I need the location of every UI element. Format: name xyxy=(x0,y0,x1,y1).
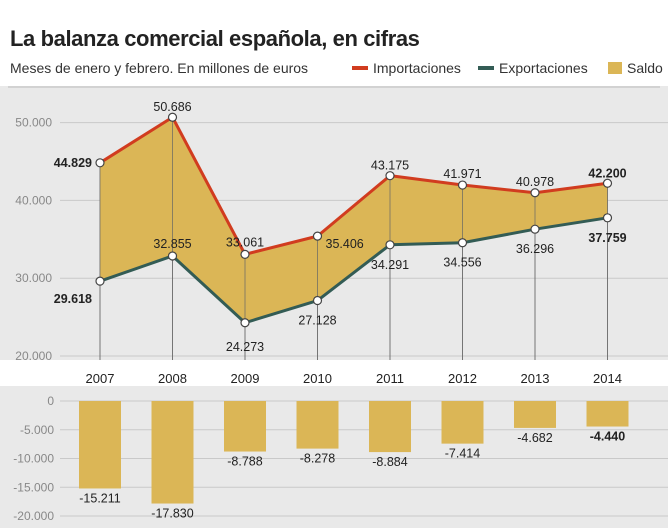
point-exportaciones xyxy=(385,240,395,250)
bar-data-label: -4.682 xyxy=(517,431,552,445)
x-category-label: 2011 xyxy=(376,371,404,386)
saldo-bar xyxy=(514,401,556,428)
point-importaciones xyxy=(240,249,250,259)
point-exportaciones xyxy=(167,251,178,261)
point-exportaciones xyxy=(95,276,105,286)
data-label-exportaciones: 37.759 xyxy=(588,231,626,245)
saldo-bar xyxy=(151,401,194,504)
data-label-importaciones: 33.061 xyxy=(226,235,264,249)
data-label-importaciones: 42.200 xyxy=(588,166,626,180)
bar-ytick-label: -15.000 xyxy=(13,480,54,494)
bar-data-label: -8.788 xyxy=(227,455,262,469)
saldo-bar xyxy=(369,401,411,453)
data-label-importaciones: 41.971 xyxy=(443,167,481,181)
bar-data-label: -17.830 xyxy=(151,507,193,521)
point-exportaciones xyxy=(530,224,540,234)
point-importaciones xyxy=(457,180,468,190)
line-ytick-label: 20.000 xyxy=(15,349,52,363)
x-category-label: 2007 xyxy=(86,371,115,386)
saldo-bar xyxy=(441,401,484,444)
saldo-area xyxy=(100,117,608,323)
x-category-label: 2008 xyxy=(158,371,187,386)
x-category-label: 2012 xyxy=(448,371,477,386)
bar-data-label: -8.884 xyxy=(372,455,407,469)
bar-ytick-label: -5.000 xyxy=(20,423,54,437)
data-label-importaciones: 40.978 xyxy=(516,175,554,189)
chart-subtitle: Meses de enero y febrero. En millones de… xyxy=(10,60,309,76)
point-exportaciones xyxy=(312,295,323,306)
x-category-label: 2009 xyxy=(231,371,260,386)
point-exportaciones xyxy=(602,213,613,223)
data-label-importaciones: 44.829 xyxy=(54,156,92,170)
point-importaciones xyxy=(530,188,540,198)
line-ytick-label: 50.000 xyxy=(15,116,52,130)
data-label-exportaciones: 36.296 xyxy=(516,242,554,256)
chart-title: La balanza comercial española, en cifras xyxy=(10,26,420,51)
saldo-bar xyxy=(586,401,629,427)
data-label-exportaciones: 32.855 xyxy=(153,237,191,251)
bar-ytick-label: -20.000 xyxy=(13,509,54,523)
legend-importaciones: Importaciones xyxy=(352,60,461,76)
data-label-exportaciones: 27.128 xyxy=(298,314,336,328)
line-ytick-label: 40.000 xyxy=(15,193,52,207)
point-importaciones xyxy=(167,112,178,122)
bar-data-label: -7.414 xyxy=(445,447,480,461)
legend-saldo: Saldo xyxy=(608,60,663,76)
point-importaciones xyxy=(385,171,395,181)
data-label-importaciones: 35.406 xyxy=(326,237,364,251)
bar-ytick-label: -10.000 xyxy=(13,452,54,466)
series-line-exportaciones xyxy=(99,216,608,325)
data-label-exportaciones: 24.273 xyxy=(226,340,264,354)
legend-label-exportaciones: Exportaciones xyxy=(499,60,588,76)
bar-ytick-label: 0 xyxy=(47,394,54,408)
saldo-bar xyxy=(296,401,339,449)
legend-label-saldo: Saldo xyxy=(627,60,663,76)
data-label-exportaciones: 34.291 xyxy=(371,258,409,272)
bar-data-label: -4.440 xyxy=(590,430,625,444)
saldo-bar xyxy=(79,401,121,489)
legend-exportaciones: Exportaciones xyxy=(478,60,588,76)
point-exportaciones xyxy=(457,238,468,248)
data-label-importaciones: 50.686 xyxy=(153,100,191,114)
legend-swatch-importaciones xyxy=(352,66,368,70)
point-importaciones xyxy=(602,178,613,188)
legend-swatch-exportaciones xyxy=(478,66,494,70)
series-line-importaciones xyxy=(99,115,608,256)
chart-svg: 20.000 30.000 40.000 50.000 44.829 50.686 33.0… xyxy=(0,86,668,528)
bar-data-label: -15.211 xyxy=(79,491,121,505)
point-importaciones xyxy=(312,231,323,241)
legend-label-importaciones: Importaciones xyxy=(373,60,461,76)
bar-data-label: -8.278 xyxy=(300,452,335,466)
data-label-importaciones: 43.175 xyxy=(371,159,409,173)
data-label-exportaciones: 34.556 xyxy=(443,256,481,270)
data-label-exportaciones: 29.618 xyxy=(54,292,92,306)
point-importaciones xyxy=(95,158,105,168)
point-exportaciones xyxy=(240,318,250,328)
x-category-label: 2014 xyxy=(593,371,622,386)
saldo-bar xyxy=(224,401,266,452)
line-ytick-label: 30.000 xyxy=(15,271,52,285)
x-category-label: 2010 xyxy=(303,371,332,386)
legend-swatch-saldo xyxy=(608,62,622,74)
x-category-label: 2013 xyxy=(521,371,550,386)
